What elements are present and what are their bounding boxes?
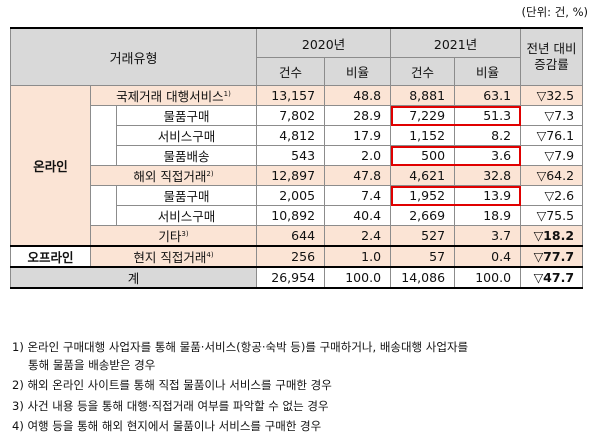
cell-count-2021: 8,881 bbox=[390, 85, 456, 106]
unit-label: (단위: 건, %) bbox=[521, 5, 588, 19]
cell-change: ▽32.5 bbox=[520, 85, 584, 106]
cell-count-2021: 1,952 bbox=[390, 185, 456, 206]
table-row: 서비스구매 10,892 40.4 2,669 18.9 ▽75.5 bbox=[11, 205, 584, 226]
header-row-1: 거래유형 2020년 2021년 전년 대비 증감률 bbox=[9, 27, 584, 86]
cell-change: ▽77.7 bbox=[520, 245, 584, 268]
table-row: 해외 직접거래2) 12,897 47.8 4,621 32.8 ▽64.2 bbox=[11, 165, 584, 186]
footnotes: 1) 온라인 구매대행 사업자를 통해 물품·서비스(항공·숙박 등)를 구매하… bbox=[12, 339, 592, 439]
cell-ratio-2020: 2.4 bbox=[324, 225, 392, 247]
cell-count-2021: 57 bbox=[390, 245, 456, 268]
cell-change: ▽7.3 bbox=[520, 105, 584, 126]
cell-count-2020: 13,157 bbox=[256, 85, 326, 106]
cell-ratio-2021: 0.4 bbox=[454, 245, 522, 268]
group-online: 온라인 bbox=[10, 85, 91, 247]
cell-count-2021: 527 bbox=[390, 225, 456, 247]
indent-spacer bbox=[90, 185, 117, 226]
row-label: 물품구매 bbox=[115, 105, 258, 126]
table-row: 기타3) 644 2.4 527 3.7 ▽18.2 bbox=[11, 225, 584, 247]
cell-count-2020: 256 bbox=[256, 245, 326, 268]
total-ratio-2020: 100.0 bbox=[324, 266, 392, 289]
row-label: 물품배송 bbox=[115, 145, 258, 166]
cell-count-2020: 10,892 bbox=[256, 205, 326, 226]
statistics-table: 거래유형 2020년 2021년 전년 대비 증감률 건수 비율 건수 비율 온… bbox=[9, 27, 584, 289]
footnote: 4) 여행 등을 통해 해외 현지에서 물품이나 서비스를 구매한 경우 bbox=[12, 419, 322, 433]
total-change: ▽47.7 bbox=[520, 266, 584, 289]
cell-ratio-2020: 40.4 bbox=[324, 205, 392, 226]
cell-ratio-2021: 3.6 bbox=[454, 145, 522, 166]
cell-ratio-2021: 18.9 bbox=[454, 205, 522, 226]
cell-ratio-2021: 32.8 bbox=[454, 165, 522, 186]
highlight-box-goods-purchase-agency bbox=[390, 105, 521, 126]
cell-count-2021: 2,669 bbox=[390, 205, 456, 226]
cell-change: ▽2.6 bbox=[520, 185, 584, 206]
table-row: 오프라인 현지 직접거래4) 256 1.0 57 0.4 ▽77.7 bbox=[10, 245, 584, 268]
indent-spacer bbox=[90, 105, 117, 166]
header-ratio-2020: 비율 bbox=[324, 57, 392, 86]
cell-ratio-2020: 28.9 bbox=[324, 105, 392, 126]
cell-count-2020: 644 bbox=[256, 225, 326, 247]
cell-change: ▽18.2 bbox=[520, 225, 584, 247]
highlight-box-goods-purchase-direct bbox=[390, 185, 521, 206]
cell-ratio-2020: 47.8 bbox=[324, 165, 392, 186]
footnote: 1) 온라인 구매대행 사업자를 통해 물품·서비스(항공·숙박 등)를 구매하… bbox=[12, 340, 469, 372]
table-row: 온라인 국제거래 대행서비스1) 13,157 48.8 8,881 63.1 … bbox=[10, 85, 584, 247]
row-label: 기타3) bbox=[89, 225, 258, 247]
cell-count-2020: 7,802 bbox=[256, 105, 326, 126]
cell-ratio-2020: 1.0 bbox=[324, 245, 392, 268]
highlight-box-goods-delivery bbox=[390, 145, 521, 166]
cell-change: ▽64.2 bbox=[520, 165, 584, 186]
header-change: 전년 대비 증감률 bbox=[520, 27, 584, 86]
cell-change: ▽76.1 bbox=[520, 125, 584, 146]
table-row: 물품구매 7,802 28.9 7,229 51.3 ▽7.3 bbox=[11, 105, 584, 166]
row-label: 국제거래 대행서비스1) bbox=[89, 85, 258, 106]
group-offline: 오프라인 bbox=[10, 245, 91, 268]
header-year-2020: 2020년 bbox=[256, 27, 392, 58]
row-label: 물품구매 bbox=[115, 185, 258, 206]
cell-change: ▽75.5 bbox=[520, 205, 584, 226]
total-count-2021: 14,086 bbox=[390, 266, 456, 289]
statistics-table-wrapper: 거래유형 2020년 2021년 전년 대비 증감률 건수 비율 건수 비율 온… bbox=[9, 27, 584, 319]
header-count-2021: 건수 bbox=[390, 57, 456, 86]
cell-count-2021: 1,152 bbox=[390, 125, 456, 146]
cell-count-2021: 4,621 bbox=[390, 165, 456, 186]
cell-ratio-2020: 48.8 bbox=[324, 85, 392, 106]
footnote: 2) 해외 온라인 사이트를 통해 직접 물품이나 서비스를 구매한 경우 bbox=[12, 378, 332, 392]
footnote: 3) 사건 내용 등을 통해 대행·직접거래 여부를 파악할 수 없는 경우 bbox=[12, 398, 329, 413]
total-row: 계 26,954 100.0 14,086 100.0 ▽47.7 bbox=[9, 266, 584, 289]
cell-ratio-2020: 7.4 bbox=[324, 185, 392, 206]
row-label: 현지 직접거래4) bbox=[89, 245, 258, 268]
cell-count-2020: 543 bbox=[256, 145, 326, 166]
cell-ratio-2020: 2.0 bbox=[324, 145, 392, 166]
cell-change: ▽7.9 bbox=[520, 145, 584, 166]
cell-count-2020: 12,897 bbox=[256, 165, 326, 186]
total-label: 계 bbox=[9, 266, 258, 289]
cell-ratio-2020: 17.9 bbox=[324, 125, 392, 146]
cell-ratio-2021: 3.7 bbox=[454, 225, 522, 247]
header-type: 거래유형 bbox=[9, 27, 258, 86]
cell-ratio-2021: 8.2 bbox=[454, 125, 522, 146]
row-label: 서비스구매 bbox=[115, 125, 258, 146]
cell-ratio-2021: 63.1 bbox=[454, 85, 522, 106]
cell-count-2020: 4,812 bbox=[256, 125, 326, 146]
total-ratio-2021: 100.0 bbox=[454, 266, 522, 289]
row-label: 서비스구매 bbox=[115, 205, 258, 226]
header-count-2020: 건수 bbox=[256, 57, 326, 86]
total-count-2020: 26,954 bbox=[256, 266, 326, 289]
row-label: 해외 직접거래2) bbox=[89, 165, 258, 186]
header-year-2021: 2021년 bbox=[390, 27, 522, 58]
cell-count-2020: 2,005 bbox=[256, 185, 326, 206]
header-ratio-2021: 비율 bbox=[454, 57, 522, 86]
